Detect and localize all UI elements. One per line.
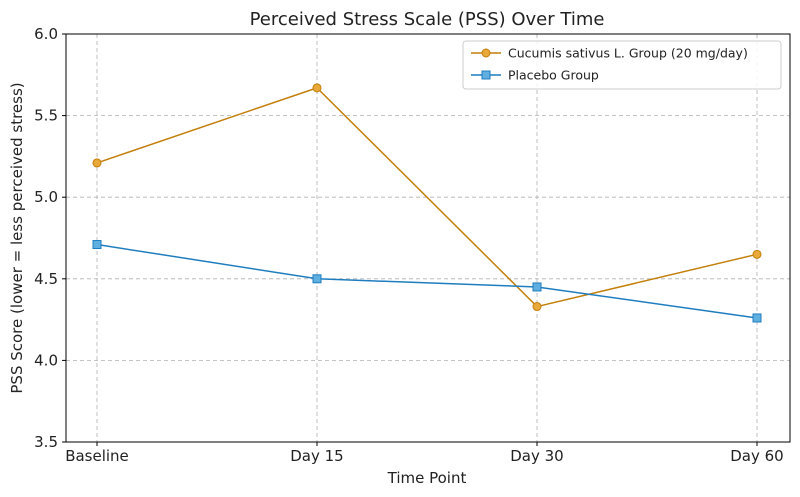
chart-title: Perceived Stress Scale (PSS) Over Time <box>250 9 605 30</box>
series-treatment <box>92 83 762 312</box>
x-axis-title: Time Point <box>387 469 467 487</box>
legend-box <box>462 40 782 90</box>
y-tick-label: 6.0 <box>34 25 58 43</box>
y-axis-title: PSS Score (lower = less perceived stress… <box>8 82 26 393</box>
legend-label: Placebo Group <box>508 68 599 83</box>
series-placebo <box>92 240 762 323</box>
data-point <box>752 249 762 259</box>
plot-frame <box>65 33 791 443</box>
y-tick-label: 4.0 <box>34 351 58 369</box>
tick-labels: 3.5 4.0 4.5 5.0 5.5 6.0 Baseline Day 15 Day 30 Da… <box>34 25 784 465</box>
legend-marker <box>481 70 491 80</box>
y-tick-label: 3.5 <box>34 433 58 451</box>
data-point <box>752 313 762 323</box>
series-line <box>96 243 758 319</box>
legend: Cucumis sativus L. Group (20 mg/day) Plac… <box>462 40 782 90</box>
y-tick-label: 5.0 <box>34 188 58 206</box>
data-point <box>92 158 102 168</box>
data-point <box>532 282 542 292</box>
y-tick-label: 5.5 <box>34 107 58 125</box>
data-point <box>312 274 322 284</box>
series-line <box>96 86 758 308</box>
series-group <box>92 83 762 323</box>
x-tick-label: Day 15 <box>290 447 343 465</box>
x-tick-label: Baseline <box>65 447 129 465</box>
gridlines <box>66 33 790 443</box>
x-tick-label: Day 30 <box>510 447 563 465</box>
y-tick-label: 4.5 <box>34 270 58 288</box>
legend-marker <box>481 48 491 58</box>
data-point <box>312 83 322 93</box>
legend-label: Cucumis sativus L. Group (20 mg/day) <box>508 46 748 61</box>
axes-frame <box>65 33 791 443</box>
data-point <box>532 302 542 312</box>
data-point <box>92 240 102 250</box>
x-tick-label: Day 60 <box>730 447 783 465</box>
